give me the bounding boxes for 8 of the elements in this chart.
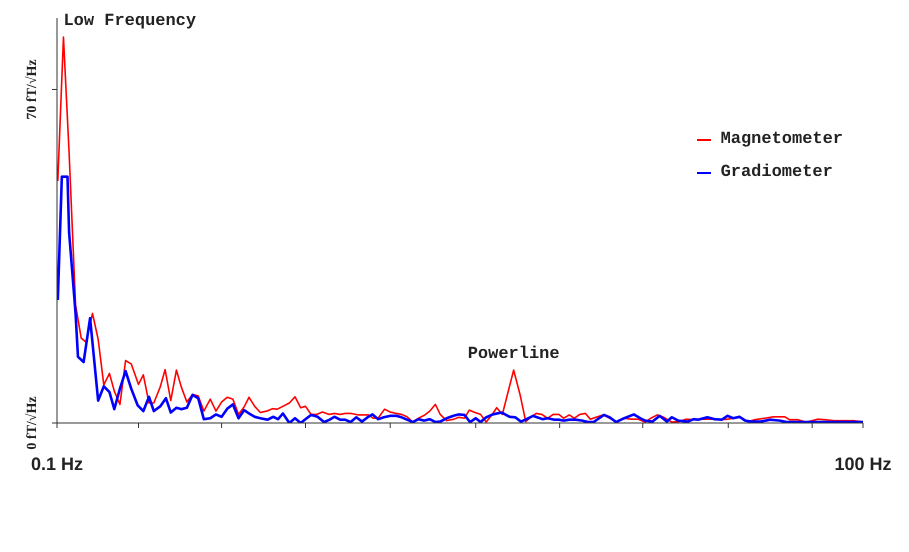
y-tick-label: 0 fT/√Hz	[24, 396, 40, 450]
x-tick-label: 100 Hz	[834, 454, 892, 474]
x-tick-label: 0.1 Hz	[30, 454, 84, 474]
legend-label: Gradiometer	[720, 163, 833, 182]
y-tick-label: 70 fT/√Hz	[24, 59, 40, 120]
annotation: Powerline	[468, 345, 560, 364]
legend-label: Magnetometer	[720, 130, 843, 149]
annotation: Low Frequency	[63, 12, 196, 32]
